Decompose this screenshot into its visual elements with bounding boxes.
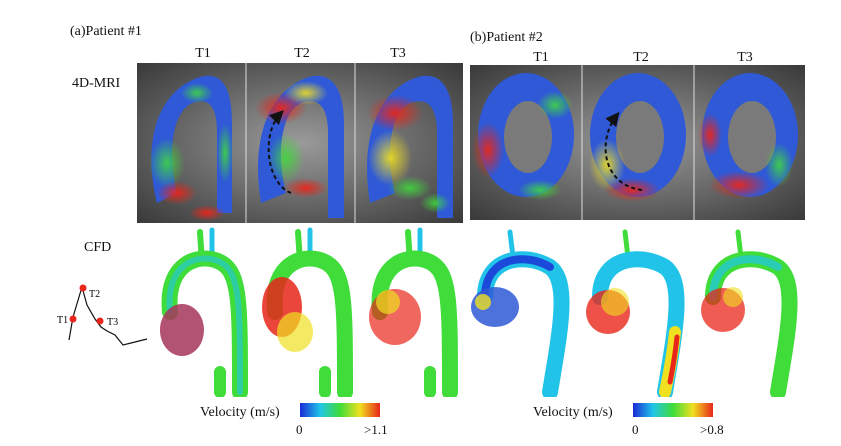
patient2-title: (b)Patient #2 xyxy=(470,30,543,45)
waveform-label-t2: T2 xyxy=(89,289,100,300)
waveform-label-t3: T3 xyxy=(107,317,118,328)
p2-mri-t1-vessel xyxy=(472,73,574,200)
p2-colorbar-max: >0.8 xyxy=(700,422,724,437)
p1-colorbar-label: Velocity (m/s) xyxy=(200,405,280,420)
p2-mri-panel xyxy=(470,65,805,220)
p1-cfd-t3-vessel xyxy=(369,227,458,397)
p1-colorbar-min: 0 xyxy=(296,422,303,437)
p2-colorbar xyxy=(633,403,713,417)
p2-cfd-panel xyxy=(471,229,798,397)
waveform-point-t2 xyxy=(79,284,87,292)
p1-colorbar xyxy=(300,403,380,417)
p2-cfd-t3-vessel xyxy=(701,229,798,397)
p2-cfd-t1-vessel xyxy=(471,229,570,397)
waveform-point-t3 xyxy=(96,317,104,325)
p1-mri-panel xyxy=(137,63,463,223)
p2-colorbar-label: Velocity (m/s) xyxy=(533,405,613,420)
p1-col-label-t2: T2 xyxy=(294,46,310,61)
p1-cfd-t2-vessel xyxy=(262,227,353,397)
row-label-cfd: CFD xyxy=(84,240,112,255)
p1-cfd-panel xyxy=(160,227,458,397)
p2-colorbar-min: 0 xyxy=(632,422,639,437)
p2-cfd-t2-vessel xyxy=(586,229,685,397)
p2-col-label-t3: T3 xyxy=(737,50,753,65)
p1-mri-t1-vessel xyxy=(149,75,233,221)
p2-mri-t3-vessel xyxy=(698,73,798,199)
patient1-title: (a)Patient #1 xyxy=(70,24,142,39)
p2-col-label-t1: T1 xyxy=(533,50,549,65)
p1-mri-t2-vessel xyxy=(255,75,344,219)
row-label-4d-mri: 4D-MRI xyxy=(72,76,121,91)
p1-mri-t3-vessel xyxy=(367,75,453,219)
p1-cfd-t1-vessel xyxy=(160,227,248,397)
p2-col-label-t2: T2 xyxy=(633,50,649,65)
p1-colorbar-max: >1.1 xyxy=(364,422,388,437)
waveform-label-t1: T1 xyxy=(57,315,68,326)
waveform-point-t1 xyxy=(69,315,77,323)
flow-waveform: T1 T2 T3 xyxy=(57,284,148,346)
p2-mri-t2-vessel xyxy=(589,73,686,202)
p1-col-label-t3: T3 xyxy=(390,46,406,61)
p1-col-label-t1: T1 xyxy=(195,46,211,61)
